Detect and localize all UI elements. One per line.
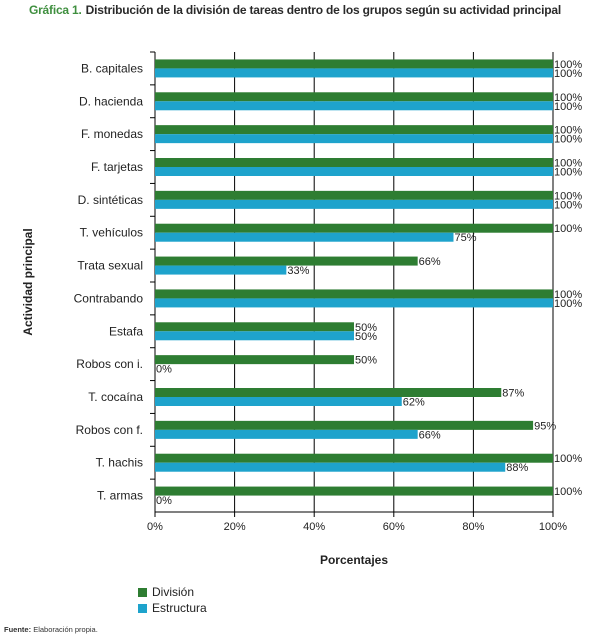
x-tick-label: 80% <box>462 521 484 533</box>
y-tick-label: B. capitales <box>81 61 143 75</box>
data-label-estructura: 75% <box>455 232 477 244</box>
y-tick-label: D. hacienda <box>79 94 143 108</box>
bar-division <box>155 454 553 463</box>
bar-estructura <box>155 266 286 275</box>
legend-item-division: División <box>138 584 207 600</box>
bar-estructura <box>155 298 553 307</box>
bar-estructura <box>155 134 553 143</box>
source-note: Fuente: Elaboración propia. <box>4 625 98 634</box>
source-text: Elaboración propia. <box>33 625 98 634</box>
x-axis-title: Porcentajes <box>320 553 388 567</box>
y-tick-label: T. armas <box>97 489 143 503</box>
data-label-division: 100% <box>554 486 582 498</box>
y-tick-label: Robos con f. <box>76 423 143 437</box>
legend-label-estructura: Estructura <box>152 601 207 615</box>
x-tick-label: 100% <box>539 521 567 533</box>
y-tick-label: Trata sexual <box>77 259 143 273</box>
legend-swatch-division <box>138 588 147 597</box>
bar-chart: 0% 20% 40% 60% 80% 100% B. capitales 100% 100% D.… <box>0 0 590 580</box>
bar-division <box>155 487 553 496</box>
bar-estructura <box>155 68 553 77</box>
legend-item-estructura: Estructura <box>138 600 207 616</box>
data-label-estructura: 0% <box>156 364 172 376</box>
bar-estructura <box>155 430 418 439</box>
y-tick-label: Robos con i. <box>76 357 143 371</box>
bar-division <box>155 355 354 364</box>
data-label-estructura: 50% <box>355 331 377 343</box>
bar-division <box>155 421 533 430</box>
bar-estructura <box>155 101 553 110</box>
data-label-estructura: 100% <box>554 167 582 179</box>
x-tick-label: 20% <box>224 521 246 533</box>
data-label-estructura: 88% <box>506 462 528 474</box>
source-label: Fuente: <box>4 625 31 634</box>
bar-division <box>155 388 501 397</box>
data-label-estructura: 100% <box>554 134 582 146</box>
data-label-division: 100% <box>554 453 582 465</box>
data-label-division: 95% <box>534 420 556 432</box>
y-tick-label: T. vehículos <box>80 226 143 240</box>
data-label-estructura: 66% <box>419 429 441 441</box>
bar-estructura <box>155 200 553 209</box>
y-tick-label: F. tarjetas <box>91 160 143 174</box>
data-label-division: 87% <box>502 388 524 400</box>
bar-division <box>155 59 553 68</box>
legend: División Estructura <box>138 584 207 616</box>
bar-estructura <box>155 233 454 242</box>
bar-division <box>155 191 553 200</box>
y-tick-label: T. cocaína <box>88 390 143 404</box>
bar-division <box>155 289 553 298</box>
legend-swatch-estructura <box>138 604 147 613</box>
data-label-estructura: 100% <box>554 199 582 211</box>
data-label-estructura: 100% <box>554 68 582 80</box>
bar-division <box>155 125 553 134</box>
y-tick-label: T. hachis <box>96 456 143 470</box>
bar-division <box>155 158 553 167</box>
bar-estructura <box>155 167 553 176</box>
x-tick-label: 60% <box>383 521 405 533</box>
data-label-division: 50% <box>355 355 377 367</box>
bar-estructura <box>155 397 402 406</box>
y-axis-title: Actividad principal <box>21 228 35 335</box>
bar-division <box>155 92 553 101</box>
x-tick-label: 0% <box>147 521 163 533</box>
data-label-division: 66% <box>419 256 441 268</box>
bar-estructura <box>155 463 505 472</box>
data-label-estructura: 0% <box>156 495 172 507</box>
bar-division <box>155 224 553 233</box>
data-label-estructura: 100% <box>554 298 582 310</box>
bar-division <box>155 257 418 266</box>
y-tick-label: D. sintéticas <box>78 193 143 207</box>
data-label-division: 100% <box>554 223 582 235</box>
data-label-estructura: 100% <box>554 101 582 113</box>
y-tick-label: Contrabando <box>74 291 144 305</box>
y-tick-label: F. monedas <box>81 127 143 141</box>
y-tick-label: Estafa <box>109 324 143 338</box>
data-label-estructura: 33% <box>287 265 309 277</box>
legend-label-division: División <box>152 585 194 599</box>
x-tick-label: 40% <box>303 521 325 533</box>
data-label-estructura: 62% <box>403 397 425 409</box>
bar-division <box>155 322 354 331</box>
bar-estructura <box>155 331 354 340</box>
